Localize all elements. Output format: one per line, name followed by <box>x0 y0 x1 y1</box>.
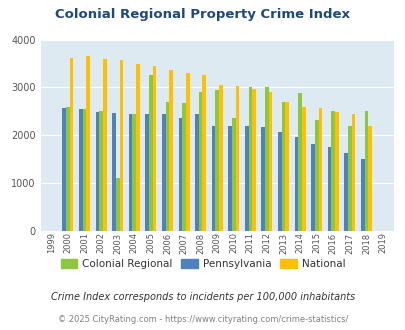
Bar <box>301 107 305 231</box>
Bar <box>327 147 330 231</box>
Bar <box>86 56 90 231</box>
Bar <box>136 63 139 231</box>
Bar <box>103 59 107 231</box>
Bar <box>334 112 338 231</box>
Bar <box>298 93 301 231</box>
Bar <box>277 132 281 231</box>
Bar <box>96 112 99 231</box>
Bar <box>314 119 318 231</box>
Bar <box>112 113 115 231</box>
Bar <box>145 114 149 231</box>
Bar <box>198 92 202 231</box>
Bar <box>99 112 103 231</box>
Bar <box>244 126 248 231</box>
Text: Colonial Regional Property Crime Index: Colonial Regional Property Crime Index <box>55 8 350 21</box>
Bar <box>330 112 334 231</box>
Bar <box>182 103 185 231</box>
Bar <box>70 58 73 231</box>
Bar <box>347 126 351 231</box>
Bar <box>165 102 169 231</box>
Bar <box>285 102 288 231</box>
Bar <box>115 178 119 231</box>
Bar <box>215 90 218 231</box>
Bar <box>83 109 86 231</box>
Bar <box>351 114 354 231</box>
Bar <box>281 102 285 231</box>
Bar <box>364 112 367 231</box>
Bar <box>228 126 231 231</box>
Bar <box>202 76 206 231</box>
Bar <box>261 127 264 231</box>
Bar <box>79 110 83 231</box>
Bar <box>218 84 222 231</box>
Bar <box>252 89 255 231</box>
Bar <box>152 66 156 231</box>
Text: © 2025 CityRating.com - https://www.cityrating.com/crime-statistics/: © 2025 CityRating.com - https://www.city… <box>58 315 347 324</box>
Bar <box>367 126 371 231</box>
Bar <box>185 73 189 231</box>
Bar <box>162 114 165 231</box>
Bar <box>132 114 136 231</box>
Bar <box>268 92 272 231</box>
Bar <box>343 152 347 231</box>
Text: Crime Index corresponds to incidents per 100,000 inhabitants: Crime Index corresponds to incidents per… <box>51 292 354 302</box>
Bar <box>231 118 235 231</box>
Bar <box>360 159 364 231</box>
Bar <box>149 76 152 231</box>
Bar <box>248 87 252 231</box>
Bar <box>294 137 298 231</box>
Bar <box>211 126 215 231</box>
Bar <box>195 114 198 231</box>
Bar <box>178 117 182 231</box>
Bar <box>318 108 322 231</box>
Bar <box>235 85 239 231</box>
Bar <box>62 108 66 231</box>
Bar <box>264 87 268 231</box>
Legend: Colonial Regional, Pennsylvania, National: Colonial Regional, Pennsylvania, Nationa… <box>56 254 349 273</box>
Bar <box>128 114 132 231</box>
Bar <box>169 70 173 231</box>
Bar <box>311 145 314 231</box>
Bar <box>119 60 123 231</box>
Bar <box>66 107 70 231</box>
